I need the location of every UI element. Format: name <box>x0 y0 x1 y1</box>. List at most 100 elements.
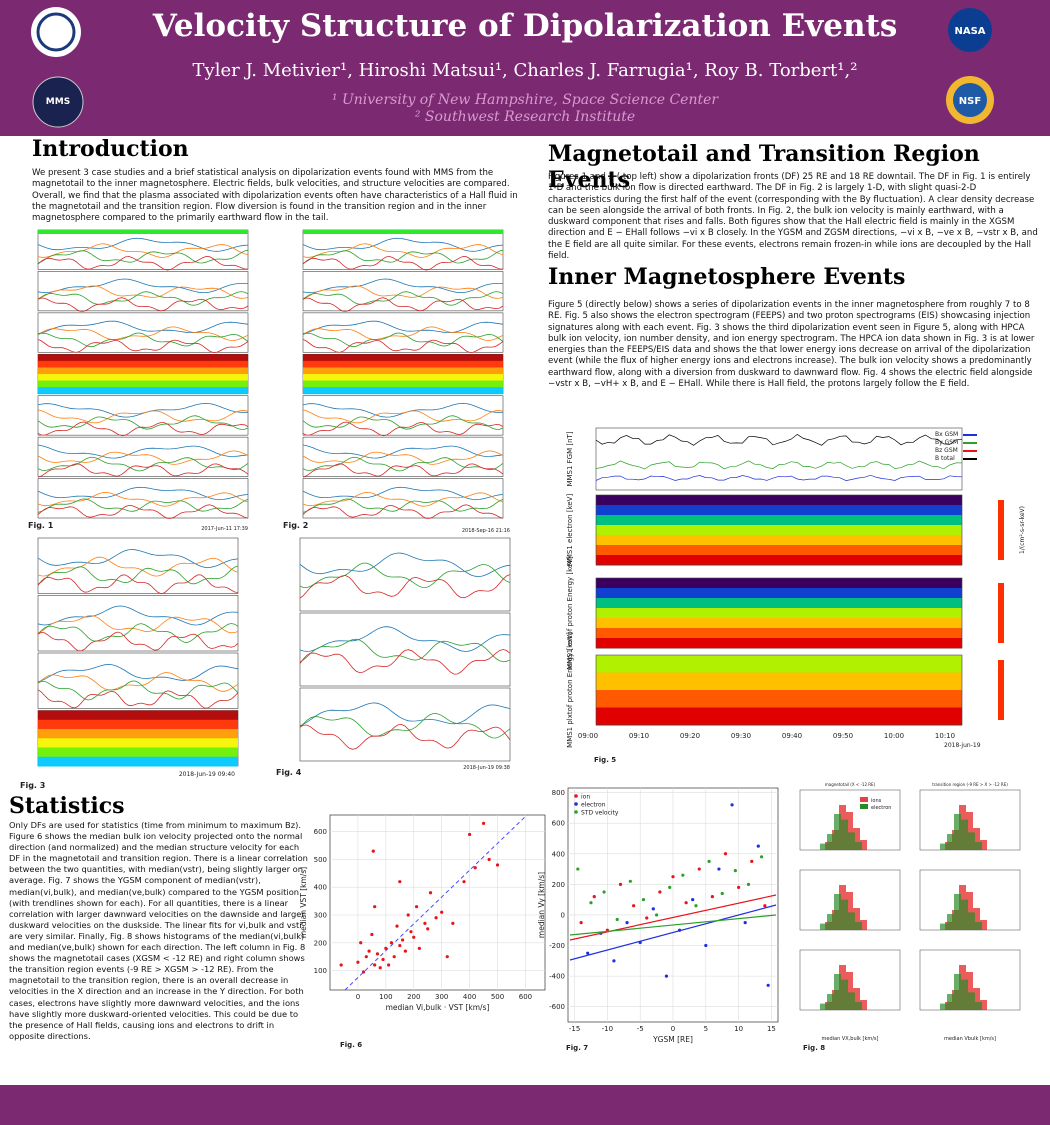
point <box>378 966 382 970</box>
trace <box>299 713 511 739</box>
point <box>400 938 405 942</box>
x-tick-label: 0 <box>671 1025 675 1033</box>
histogram-bar <box>966 972 973 1010</box>
trace <box>302 237 504 252</box>
histogram-bar <box>848 912 855 930</box>
x-tick-label: 09:10 <box>629 732 649 740</box>
point <box>737 885 741 890</box>
axis-label: MMS1 extof proton Energy [keV] <box>566 556 574 670</box>
trace <box>37 498 249 513</box>
histogram-bar <box>973 828 980 850</box>
histogram-bar <box>853 988 860 1010</box>
y-tick-label: -600 <box>549 1003 565 1011</box>
point <box>473 866 477 870</box>
colorbar <box>998 500 1004 560</box>
point <box>763 904 767 908</box>
legend-swatch <box>963 450 977 452</box>
trace <box>37 486 249 501</box>
legend-label: electron <box>581 802 606 809</box>
histogram-bar <box>975 922 982 930</box>
trace <box>37 444 249 459</box>
point <box>756 844 760 848</box>
panel <box>299 537 511 612</box>
panel <box>595 427 963 491</box>
point <box>395 924 399 928</box>
x-tick-label: 600 <box>519 993 532 1001</box>
point <box>730 803 734 807</box>
x-tick-label: 400 <box>463 993 476 1001</box>
histogram-bar <box>841 899 848 930</box>
logo-label: NASA <box>954 26 985 37</box>
title: Velocity Structure of Dipolarization Eve… <box>152 8 898 44</box>
spectrogram-band <box>38 747 238 758</box>
paragraph: Figure 5 (directly below) shows a series… <box>548 300 1035 390</box>
spectrogram-band <box>596 535 962 546</box>
spectrogram-band <box>38 387 248 395</box>
trace <box>37 615 239 634</box>
spectrogram-band <box>596 618 962 629</box>
point <box>612 959 616 963</box>
histogram-bar <box>947 914 954 930</box>
spectrogram-band <box>596 555 962 566</box>
spectrogram-band <box>38 719 238 730</box>
point <box>412 935 416 939</box>
trace <box>37 556 239 577</box>
trace <box>37 450 249 465</box>
nasa-logo <box>948 8 992 52</box>
label: 2018-Jun-19 09:40 <box>179 771 235 778</box>
trace <box>37 689 239 709</box>
point <box>434 916 438 920</box>
point <box>668 885 672 890</box>
panel <box>595 577 963 649</box>
point <box>704 943 708 948</box>
spectrogram-band <box>38 354 248 362</box>
point <box>384 946 388 950</box>
point <box>651 907 655 911</box>
x-axis-label: YGSM [RE] <box>652 1035 693 1044</box>
point <box>579 920 583 925</box>
spectrogram-band <box>303 380 503 388</box>
histogram-bar <box>853 828 860 850</box>
legend-swatch <box>860 804 868 809</box>
point <box>717 867 721 871</box>
legend-swatch <box>963 442 977 444</box>
spectrogram-band <box>596 578 962 589</box>
figure-caption: Fig. 7 <box>566 1044 588 1052</box>
trace <box>37 409 249 424</box>
histogram-bar <box>973 988 980 1010</box>
point <box>618 882 623 886</box>
point <box>481 821 486 825</box>
trend-line <box>569 894 777 941</box>
point <box>602 890 606 894</box>
colorbar <box>998 660 1004 720</box>
trace <box>37 574 239 595</box>
point <box>743 920 747 925</box>
histogram-bar <box>940 923 947 930</box>
panel <box>37 229 249 270</box>
trend-line <box>569 904 777 961</box>
trace <box>299 723 511 750</box>
histogram-bar <box>940 843 947 850</box>
point <box>654 913 659 917</box>
histogram-bar <box>855 842 862 850</box>
point <box>468 832 472 837</box>
trace <box>302 504 504 519</box>
x-tick-label: -15 <box>569 1025 580 1033</box>
histogram-bar <box>827 914 834 930</box>
x-tick-label: 200 <box>407 993 420 1001</box>
histogram-bar <box>954 894 961 930</box>
y-tick-label: 600 <box>552 820 565 828</box>
panel <box>595 494 963 566</box>
point <box>576 867 580 871</box>
trace <box>37 421 249 437</box>
mms-logo <box>32 76 84 128</box>
legend-swatch <box>963 434 977 436</box>
point <box>697 867 701 871</box>
panel <box>302 312 504 353</box>
x-tick-label: 0 <box>356 993 360 1001</box>
trace <box>37 491 249 507</box>
x-tick-label: 500 <box>491 993 504 1001</box>
point <box>398 880 402 884</box>
trace <box>37 237 249 252</box>
